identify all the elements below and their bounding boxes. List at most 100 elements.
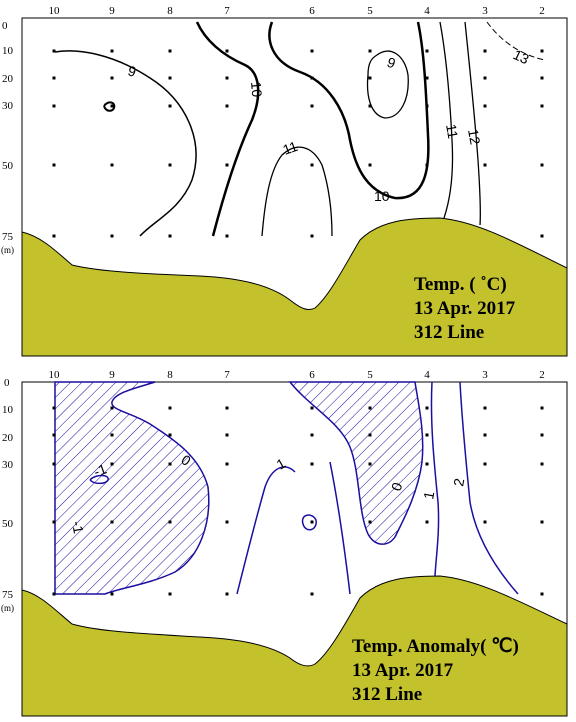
station-label: 9 (109, 369, 115, 381)
sample-point (110, 163, 114, 167)
sample-point (168, 76, 172, 80)
contour-label: -1 (69, 520, 87, 535)
sample-point (52, 406, 56, 410)
station-label: 4 (424, 369, 430, 381)
sample-point (310, 433, 314, 437)
contour-label: 1 (420, 490, 437, 501)
station-label: 2 (539, 369, 545, 381)
title-line: Temp. Anomaly( ℃) (352, 636, 519, 657)
sample-point (225, 462, 229, 466)
sample-point (225, 234, 229, 238)
sample-point (368, 462, 372, 466)
contour-9-west (54, 50, 197, 237)
sample-point (540, 406, 544, 410)
sample-point (368, 76, 372, 80)
title-line: 312 Line (414, 322, 484, 343)
sample-point (110, 406, 114, 410)
sample-point (540, 49, 544, 53)
sample-point (110, 433, 114, 437)
sample-point (168, 49, 172, 53)
station-label: 8 (167, 369, 173, 381)
sample-point (310, 592, 314, 596)
sample-point (110, 49, 114, 53)
contour-1-patch (301, 514, 317, 531)
sample-point (483, 163, 487, 167)
sample-point (310, 49, 314, 53)
station-label: 4 (424, 5, 430, 17)
sample-point (168, 433, 172, 437)
contour-label: 2 (450, 477, 467, 488)
sample-point (310, 520, 314, 524)
sample-point (52, 49, 56, 53)
sample-point (483, 462, 487, 466)
depth-label: 30 (2, 459, 14, 471)
sample-point (483, 520, 487, 524)
depth-unit: (m) (1, 603, 14, 613)
sample-point (483, 76, 487, 80)
depth-label: 30 (2, 100, 14, 112)
contour-label: 10 (248, 81, 265, 98)
contour-11-east (439, 21, 454, 219)
station-label: 5 (367, 5, 373, 17)
depth-label: 20 (2, 432, 14, 444)
sample-point (225, 163, 229, 167)
sample-point (110, 592, 114, 596)
contour-9-patch (103, 101, 116, 112)
sample-point (225, 49, 229, 53)
contour-label: 11 (281, 138, 300, 158)
depth-label: 50 (2, 518, 14, 530)
sample-point (168, 520, 172, 524)
contour-label: 11 (443, 123, 461, 140)
station-label: 10 (49, 5, 61, 17)
title-line: 13 Apr. 2017 (414, 298, 516, 319)
station-label: 6 (309, 5, 315, 17)
contour-12 (464, 21, 482, 226)
contour-label: -1 (92, 460, 109, 479)
depth-label: 10 (2, 404, 14, 416)
sample-point (52, 234, 56, 238)
contour-13 (486, 21, 546, 61)
seabed (21, 575, 568, 717)
contour-label: 12 (465, 128, 483, 146)
station-axis: 10 9 8 7 6 5 4 3 2 (49, 5, 545, 17)
sample-point (168, 462, 172, 466)
station-label: 3 (482, 5, 488, 17)
depth-label: 50 (2, 160, 14, 172)
sample-point (110, 104, 114, 108)
contour-10-west (195, 21, 260, 237)
sample-point (310, 462, 314, 466)
contour-label: 13 (511, 46, 532, 67)
temperature-anomaly-panel: 10 9 8 7 6 5 4 3 2 0 10 20 30 50 75 (m) … (0, 362, 576, 722)
sample-point (225, 406, 229, 410)
contour-11-core (261, 146, 333, 237)
depth-label: 10 (2, 45, 14, 57)
sample-point (110, 462, 114, 466)
sample-point (368, 163, 372, 167)
title-line: Temp. ( ˚C) (414, 274, 507, 295)
depth-unit: (m) (1, 245, 14, 255)
sample-point (110, 520, 114, 524)
contour-2 (459, 381, 519, 595)
title-line: 312 Line (352, 684, 422, 705)
sample-point (168, 592, 172, 596)
station-label: 9 (109, 5, 115, 17)
chart-title: Temp. ( ˚C) 13 Apr. 2017 312 Line (414, 274, 516, 343)
contour-1-line (430, 381, 440, 577)
sample-point (540, 520, 544, 524)
sample-point (540, 104, 544, 108)
contour-lines (89, 381, 519, 595)
sample-point (168, 406, 172, 410)
sample-point (368, 433, 372, 437)
contour-1-east (329, 461, 351, 595)
temperature-chart: 10 9 8 7 6 5 4 3 2 0 10 20 30 50 75 (m) … (1, 5, 568, 357)
station-label: 10 (49, 369, 61, 381)
contour-9-east (366, 50, 409, 119)
contour-1-west (236, 466, 296, 595)
sample-point (110, 76, 114, 80)
contour-label: 9 (126, 62, 138, 80)
sample-point (52, 76, 56, 80)
station-label: 2 (539, 5, 545, 17)
temperature-panel: 10 9 8 7 6 5 4 3 2 0 10 20 30 50 75 (m) … (0, 0, 576, 360)
station-label: 5 (367, 369, 373, 381)
sample-point (540, 163, 544, 167)
